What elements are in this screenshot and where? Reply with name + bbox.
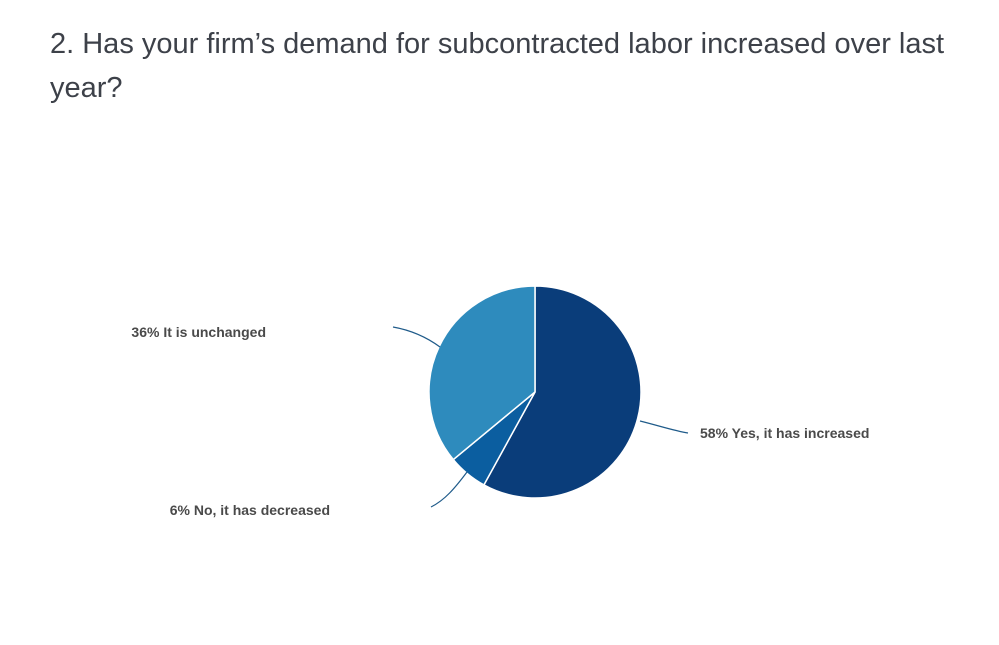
leader-line [639, 420, 689, 434]
leader-line [430, 471, 468, 508]
leader-line [392, 326, 441, 348]
chart-title: 2. Has your firm’s demand for subcontrac… [50, 28, 945, 104]
pie-slice [482, 285, 642, 499]
pie-slices [428, 285, 642, 499]
leader-lines [392, 326, 689, 508]
slice-label: 6% No, it has decreased [170, 502, 330, 518]
slice-label: 36% It is unchanged [131, 324, 266, 340]
slice-label: 58% Yes, it has increased [700, 425, 869, 441]
slice-labels: 58% Yes, it has increased 6% No, it has d… [131, 324, 869, 518]
